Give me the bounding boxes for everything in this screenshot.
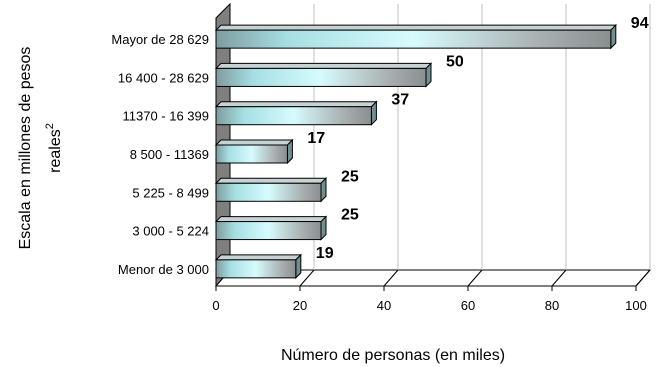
bar-top (214, 62, 433, 69)
x-tick-label: 100 (625, 298, 647, 313)
bar (214, 138, 294, 165)
category-label: Mayor de 28 629 (111, 32, 209, 47)
y-axis-title: Escala en millones de pesos reales2 (17, 47, 64, 250)
bar-front (215, 29, 612, 49)
floor-gridline (383, 269, 399, 287)
bar-top (214, 254, 303, 261)
data-label: 25 (341, 207, 359, 224)
x-tick-label: 60 (461, 298, 475, 313)
data-label: 19 (316, 245, 334, 262)
bars (214, 23, 618, 280)
bar-top (214, 216, 328, 223)
category-labels: Mayor de 28 629 16 400 - 28 629 11370 - 16… (111, 32, 209, 277)
data-label: 25 (341, 168, 359, 185)
bar-front (215, 221, 322, 241)
data-labels: 94 50 37 17 25 25 19 (307, 15, 648, 262)
data-label: 37 (391, 92, 409, 109)
x-tick-label: 40 (377, 298, 391, 313)
category-label: Menor de 3 000 (118, 262, 209, 277)
bar-top (214, 139, 294, 146)
bar-front (215, 144, 288, 164)
bar-front (215, 67, 427, 87)
category-label: 16 400 - 28 629 (118, 70, 209, 85)
x-tick-label: 80 (545, 298, 559, 313)
tick-labels: 0 20 40 60 80 100 (212, 298, 646, 313)
category-label: 3 000 - 5 224 (132, 224, 209, 239)
bar (214, 100, 378, 126)
bar (214, 253, 303, 280)
floor-gridline (551, 269, 567, 287)
bar-front (215, 182, 322, 202)
data-label: 17 (307, 130, 325, 147)
y-axis-title-line2: reales2 (44, 123, 64, 173)
floor-gridline (635, 269, 651, 287)
category-label: 5 225 - 8 499 (132, 185, 209, 200)
bar-top (214, 24, 618, 31)
y-axis-title-line1: Escala en millones de pesos (17, 47, 34, 250)
bar-top (214, 101, 378, 108)
bar-front (215, 259, 297, 279)
y-axis-title-reales: reales (47, 129, 64, 173)
data-label: 94 (631, 15, 649, 32)
bar (214, 215, 328, 241)
bar-top (214, 177, 328, 184)
y-axis-title-superscript: 2 (44, 123, 56, 129)
data-label: 50 (446, 53, 464, 70)
floor-gridline (299, 269, 315, 287)
category-label: 8 500 - 11369 (130, 147, 209, 162)
bar (214, 177, 328, 203)
floor-gridline (467, 269, 483, 287)
x-tick-label: 0 (212, 298, 219, 313)
bar-front (215, 106, 372, 126)
category-label: 11370 - 16 399 (123, 109, 210, 124)
bar (214, 62, 433, 88)
bar (214, 23, 618, 50)
x-axis-title: Número de personas (en miles) (281, 347, 505, 364)
x-tick-label: 20 (293, 298, 307, 313)
